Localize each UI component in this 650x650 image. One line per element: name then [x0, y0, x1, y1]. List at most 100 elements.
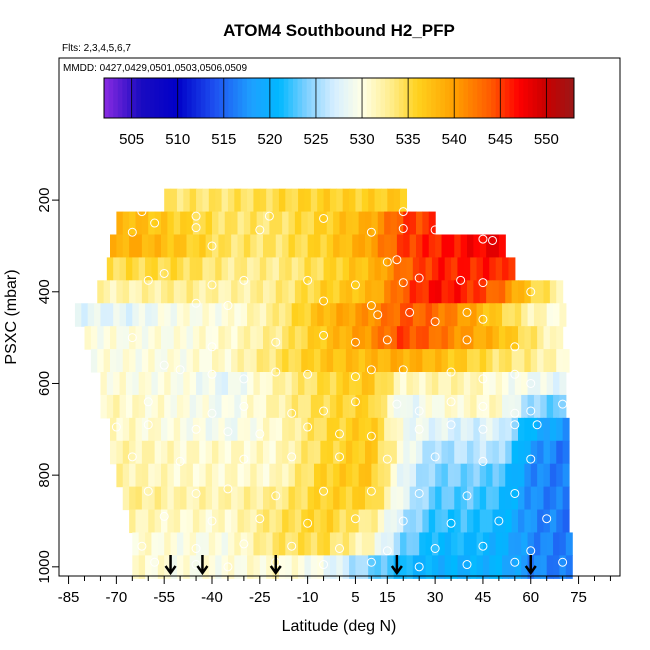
heatmap-cell	[253, 372, 261, 396]
heatmap-cell	[533, 555, 541, 579]
heatmap-cell	[116, 440, 124, 465]
heatmap-cell	[533, 532, 541, 556]
heatmap-cell	[119, 372, 127, 396]
heatmap-cell	[314, 440, 321, 465]
heatmap-cell	[237, 440, 245, 465]
heatmap-cell	[288, 486, 296, 511]
heatmap-cell	[403, 463, 411, 488]
heatmap-cell	[291, 372, 299, 396]
sample-point	[392, 255, 402, 265]
heatmap-cell	[371, 234, 379, 259]
heatmap-cell	[176, 257, 184, 281]
heatmap-cell	[403, 417, 411, 442]
sample-point	[239, 401, 249, 411]
heatmap-cell	[524, 463, 532, 488]
heatmap-cell	[314, 486, 321, 511]
heatmap-cell	[556, 280, 564, 304]
heatmap-cell	[355, 303, 363, 327]
heatmap-cell	[505, 280, 513, 304]
heatmap-cell	[352, 349, 360, 373]
heatmap-cell	[135, 486, 143, 511]
colorbar-swatch	[127, 78, 133, 118]
heatmap-cell	[380, 188, 388, 213]
x-tick-label: -25	[249, 589, 271, 606]
heatmap-cell	[339, 509, 347, 534]
heatmap-cell	[349, 532, 357, 556]
heatmap-cell	[460, 234, 468, 259]
heatmap-cell	[266, 257, 274, 281]
heatmap-cell	[263, 440, 270, 465]
heatmap-cell	[141, 417, 149, 442]
heatmap-cell	[425, 532, 433, 556]
heatmap-cell	[189, 372, 197, 396]
heatmap-cell	[237, 326, 245, 350]
heatmap-cell	[237, 280, 245, 304]
heatmap-cell	[183, 303, 191, 327]
heatmap-cell	[237, 349, 245, 373]
heatmap-cell	[161, 326, 168, 350]
heatmap-cell	[463, 372, 471, 396]
heatmap-cell	[486, 509, 494, 534]
heatmap-cell	[253, 303, 261, 327]
y-tick-label: 400	[36, 279, 53, 304]
heatmap-cell	[498, 280, 506, 304]
heatmap-cell	[518, 326, 525, 350]
colorbar-tick-label: 540	[442, 131, 467, 148]
heatmap-cell	[240, 394, 248, 419]
heatmap-cell	[473, 280, 481, 304]
heatmap-cell	[294, 211, 302, 236]
heatmap-cell	[345, 486, 353, 511]
heatmap-cell	[412, 372, 420, 396]
sample-point	[414, 273, 424, 283]
heatmap-cell	[508, 532, 516, 556]
heatmap-cell	[505, 463, 513, 488]
heatmap-cell	[498, 509, 506, 534]
heatmap-cell	[180, 486, 188, 511]
sample-point	[303, 422, 313, 432]
heatmap-cell	[406, 257, 414, 281]
heatmap-cell	[275, 509, 283, 534]
sample-point	[191, 424, 201, 434]
heatmap-cell	[145, 394, 153, 419]
heatmap-cell	[349, 257, 357, 281]
heatmap-cell	[227, 188, 235, 213]
heatmap-cell	[409, 463, 417, 488]
heatmap-cell	[553, 532, 561, 556]
heatmap-cell	[294, 417, 302, 442]
heatmap-cell	[463, 532, 471, 556]
arrow-marker	[390, 555, 403, 576]
heatmap-cell	[368, 394, 376, 419]
heatmap-cell	[145, 555, 153, 579]
heatmap-cell	[218, 280, 226, 304]
heatmap-cell	[116, 349, 124, 373]
sample-point	[526, 287, 536, 297]
heatmap-cell	[530, 349, 538, 373]
heatmap-cell	[202, 532, 210, 556]
heatmap-cell	[161, 463, 168, 488]
heatmap-cell	[336, 394, 344, 419]
heatmap-cell	[221, 372, 229, 396]
heatmap-cell	[428, 234, 436, 259]
heatmap-cell	[403, 211, 411, 236]
heatmap-cell	[208, 257, 216, 281]
heatmap-cell	[256, 509, 264, 534]
heatmap-cell	[511, 280, 519, 304]
heatmap-cell	[537, 486, 545, 511]
heatmap-cell	[141, 234, 149, 259]
colorbar-swatch	[417, 78, 423, 118]
heatmap-cell	[361, 555, 369, 579]
heatmap-cell	[231, 463, 239, 488]
heatmap-cell	[148, 349, 156, 373]
heatmap-cell	[164, 532, 172, 556]
heatmap-cell	[390, 463, 398, 488]
heatmap-cell	[323, 257, 331, 281]
heatmap-cell	[460, 280, 468, 304]
colorbar-swatch	[491, 78, 497, 118]
heatmap-cell	[451, 303, 459, 327]
heatmap-cell	[247, 394, 255, 419]
heatmap-cell	[454, 440, 462, 465]
heatmap-cell	[231, 326, 239, 350]
heatmap-cell	[199, 440, 207, 465]
heatmap-cell	[161, 234, 168, 259]
heatmap-cell	[314, 417, 321, 442]
